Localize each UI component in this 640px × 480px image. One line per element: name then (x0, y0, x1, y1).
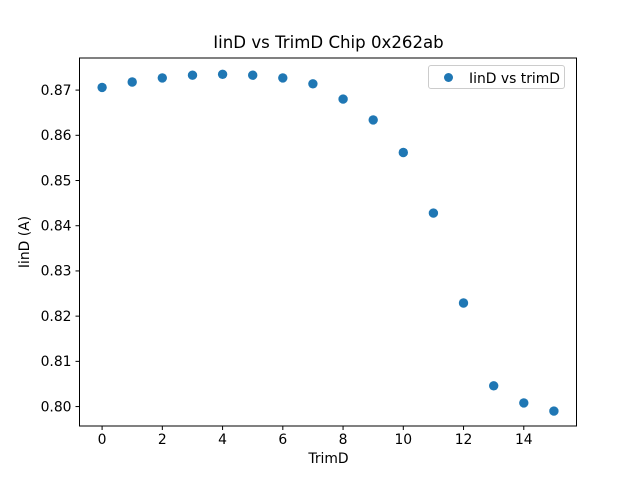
y-tick-label: 0.80 (41, 399, 72, 415)
chart-title: IinD vs TrimD Chip 0x262ab (213, 33, 444, 52)
data-point (127, 77, 137, 87)
data-point (157, 73, 167, 83)
x-tick-label: 12 (455, 432, 473, 448)
x-tick-label: 4 (218, 432, 227, 448)
data-point (308, 79, 318, 89)
data-point (398, 147, 408, 158)
data-point (278, 73, 288, 83)
data-point (97, 82, 107, 93)
data-point (338, 94, 348, 104)
y-tick-label: 0.86 (41, 128, 72, 144)
legend-marker-icon (444, 73, 453, 82)
x-axis-label: TrimD (308, 451, 349, 467)
x-tick-label: 6 (278, 432, 287, 448)
x-tick-label: 14 (515, 432, 533, 448)
x-tick-label: 2 (158, 432, 167, 448)
legend-label: IinD vs trimD (469, 71, 560, 87)
data-point (458, 298, 469, 308)
y-tick-label: 0.83 (41, 264, 72, 280)
data-point (428, 208, 439, 218)
y-tick-label: 0.84 (41, 219, 72, 235)
data-point (368, 115, 378, 125)
data-point (187, 70, 198, 80)
plot-area-border (79, 57, 577, 427)
data-point (549, 406, 559, 416)
x-tick-label: 10 (394, 432, 412, 448)
data-point (489, 381, 499, 391)
data-point (519, 398, 529, 408)
data-point (248, 70, 258, 80)
y-tick-label: 0.87 (41, 83, 72, 99)
data-point (217, 69, 228, 80)
x-tick-label: 8 (339, 432, 348, 448)
y-axis-label: IinD (A) (17, 215, 33, 269)
x-tick-label: 0 (98, 432, 107, 448)
y-tick-label: 0.81 (41, 354, 72, 370)
y-tick-label: 0.85 (41, 173, 72, 189)
y-tick-label: 0.82 (41, 309, 72, 325)
